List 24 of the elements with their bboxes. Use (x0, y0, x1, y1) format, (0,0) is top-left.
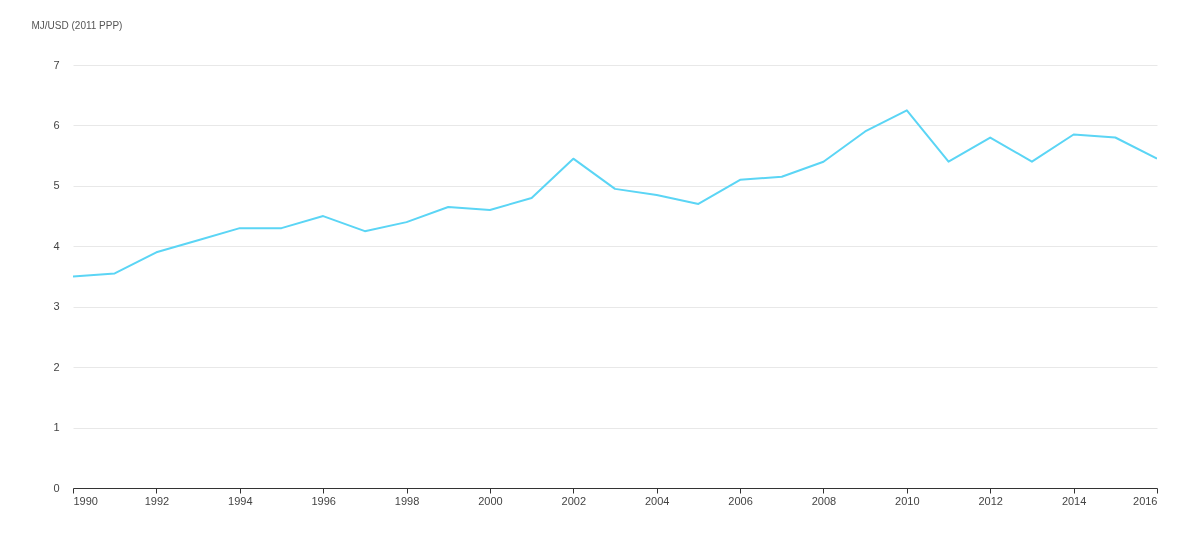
x-tick-label: 2000 (478, 494, 503, 507)
x-tick-label: 2016 (1133, 494, 1158, 507)
y-tick-label: 5 (53, 179, 60, 192)
x-tick-label: 2014 (1061, 494, 1087, 507)
y-tick-label: 2 (53, 360, 60, 373)
y-tick-label: 4 (53, 239, 60, 252)
y-tick-label: 6 (53, 118, 60, 131)
x-tick-label: 2002 (561, 494, 587, 507)
x-tick-label: 2012 (978, 494, 1003, 507)
x-tick-label: 2008 (811, 494, 837, 507)
x-tick-label: 1992 (144, 494, 170, 507)
x-tick-label: 2010 (895, 494, 920, 507)
line-series (73, 109, 1157, 278)
x-tick-label: 1996 (311, 494, 336, 507)
x-tick-label: 2006 (728, 494, 753, 507)
y-tick-label: 1 (53, 421, 60, 434)
x-tick-label: 1998 (394, 494, 420, 507)
x-tick-label: 1990 (73, 494, 98, 507)
y-tick-label: 7 (53, 58, 60, 71)
y-tick-label: 0 (53, 481, 60, 494)
x-tick-label: 1994 (228, 494, 253, 507)
y-tick-label: 3 (53, 300, 60, 313)
y-axis-title: MJ/USD (2011 PPP) (31, 19, 123, 31)
x-tick-label: 2004 (644, 494, 670, 507)
